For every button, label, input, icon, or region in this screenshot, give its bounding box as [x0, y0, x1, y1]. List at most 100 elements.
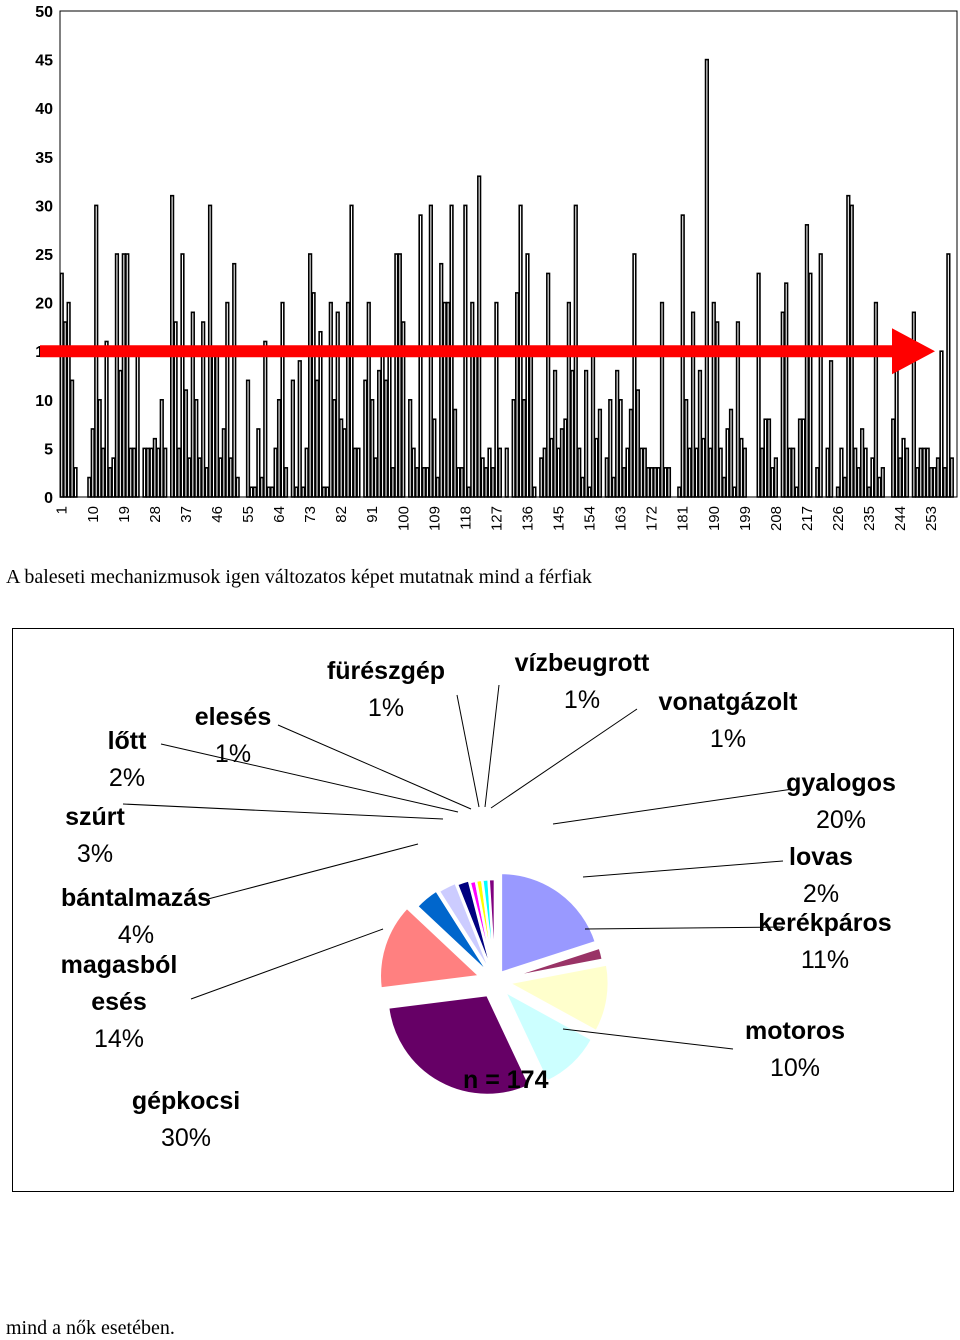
bar [818, 253, 823, 498]
pie-slice-label: szúrt [65, 803, 125, 831]
x-tick-label: 10 [85, 506, 102, 523]
bar [828, 360, 834, 498]
bar [432, 418, 437, 498]
x-tick-label: 64 [271, 506, 288, 523]
pie-slice-percent: 11% [801, 946, 849, 974]
bar [201, 321, 206, 498]
x-tick-label: 118 [457, 506, 474, 530]
pie-leader-line [277, 724, 472, 810]
bar [735, 321, 741, 498]
bar [532, 486, 537, 498]
bar [73, 467, 78, 498]
pie-slice [436, 881, 494, 977]
x-tick-label: 217 [799, 506, 816, 531]
y-tick-label: 0 [44, 490, 53, 507]
x-tick-label: 181 [675, 506, 692, 531]
pie-leader-line [562, 1028, 734, 1050]
pie-n-label: n = 174 [463, 1066, 549, 1094]
bar [307, 253, 313, 498]
bar [808, 272, 813, 498]
pie-slice-label: magasból [61, 951, 178, 979]
pie-slice-label: lőtt [108, 727, 148, 755]
y-tick-label: 5 [44, 441, 53, 458]
bar [863, 447, 868, 498]
bar [194, 398, 199, 498]
bar [718, 447, 723, 498]
x-tick-label: 73 [302, 506, 319, 523]
x-tick-label: 100 [395, 506, 412, 531]
x-tick-label: 208 [768, 506, 785, 531]
bar [180, 253, 185, 498]
bar [618, 398, 623, 498]
pie-leader-line [456, 694, 480, 808]
pie-slice-label: lovas [789, 843, 853, 871]
reference-arrow-head [892, 328, 935, 375]
y-tick-label: 50 [35, 4, 53, 21]
bar [318, 330, 323, 498]
bar [370, 398, 375, 498]
pie-slice-label-cont: esés [91, 988, 147, 1016]
bar [790, 447, 796, 498]
pie-leader-line [490, 708, 638, 809]
y-tick-label: 25 [35, 247, 53, 264]
pie-leader-line [552, 788, 794, 825]
pie-slice-label: gépkocsi [132, 1087, 240, 1115]
bar-chart: 05101520253035404550 1101928374655647382… [35, 4, 958, 531]
bar [294, 486, 299, 498]
bar [235, 476, 240, 498]
bar [356, 447, 361, 498]
pie-leader-line [190, 928, 384, 1000]
bar [225, 301, 230, 498]
x-tick-label: 190 [706, 506, 723, 531]
x-tick-label: 163 [613, 506, 630, 531]
pie-slice-percent: 14% [94, 1025, 144, 1053]
bar [504, 447, 509, 498]
caption-bottom: mind a nők esetében. [6, 1317, 175, 1339]
bar [273, 447, 278, 498]
bar [690, 311, 696, 498]
y-tick-label: 40 [35, 101, 53, 118]
pie-leader-line [584, 926, 784, 930]
bar [421, 467, 427, 498]
bar [483, 467, 489, 498]
bar [873, 301, 879, 498]
x-tick-label: 199 [737, 506, 754, 531]
bar [197, 457, 202, 498]
bar [632, 253, 637, 498]
bar [104, 340, 109, 498]
x-tick-label: 91 [364, 506, 381, 523]
x-tick-label: 28 [147, 506, 164, 523]
x-tick-label: 19 [116, 506, 133, 523]
y-tick-label: 10 [35, 393, 53, 410]
bar [394, 253, 399, 498]
bar [145, 447, 151, 498]
x-tick-label: 253 [923, 506, 940, 531]
bar [263, 340, 268, 498]
pie-slice-percent: 20% [816, 806, 866, 834]
bar [232, 262, 237, 498]
pie-slice [505, 962, 611, 1034]
bar [784, 282, 789, 498]
bar [128, 447, 133, 498]
bar [497, 447, 502, 498]
x-tick-label: 109 [426, 506, 443, 531]
pie-leader-line [160, 743, 459, 813]
bar [742, 447, 747, 498]
bar [480, 457, 485, 498]
bar [608, 398, 613, 498]
pie-slice-label: bántalmazás [61, 884, 211, 912]
bar [583, 369, 589, 498]
x-tick-label: 82 [333, 506, 350, 523]
bar [756, 272, 761, 498]
x-tick-label: 226 [830, 506, 847, 531]
bar [328, 301, 333, 498]
bar [290, 379, 295, 498]
x-tick-label: 37 [178, 506, 195, 523]
x-tick-label: 46 [209, 506, 226, 523]
x-tick-label: 127 [488, 506, 505, 531]
bar [494, 301, 499, 498]
bar [311, 292, 316, 498]
bar [401, 321, 406, 498]
bar [597, 408, 603, 498]
pie-slice-label: elesés [195, 703, 271, 731]
